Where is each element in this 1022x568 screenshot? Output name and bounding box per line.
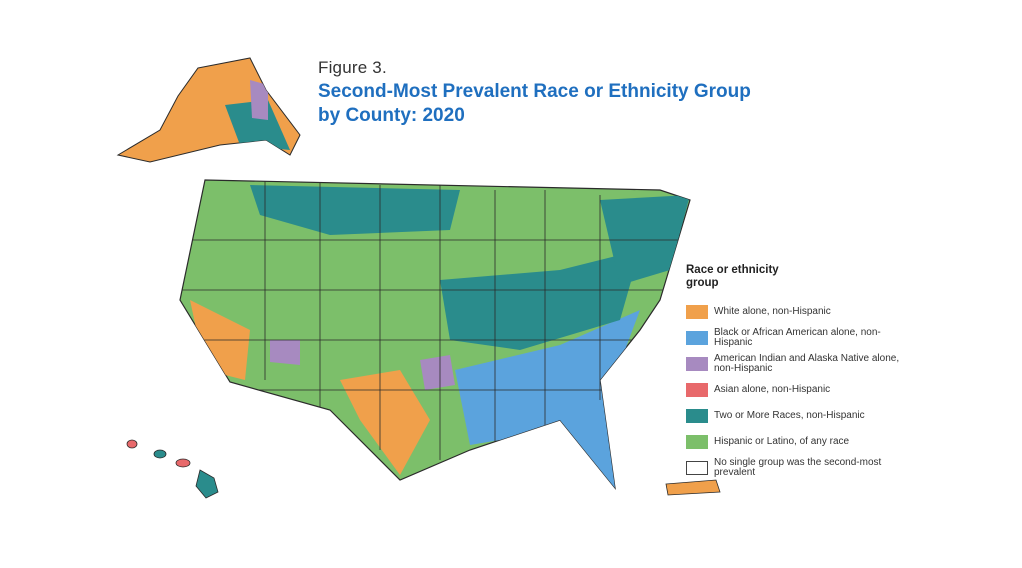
region-southeast-black: [455, 310, 640, 488]
legend-label-none: No single group was the second-most prev…: [714, 456, 882, 478]
legend-item-black: Black or African American alone, non-His…: [686, 326, 906, 348]
figure-title-line-2: by County: 2020: [318, 105, 465, 126]
hawaii-island-big-island: [195, 469, 219, 499]
legend-swatch-none: [686, 461, 708, 475]
legend: Race or ethnicity group White alone, non…: [686, 264, 906, 484]
legend-label-hispanic: Hispanic or Latino, of any race: [714, 435, 850, 447]
region-upper-plains-two-or-more: [250, 185, 460, 235]
legend-label-aian: American Indian and Alaska Native alone,…: [714, 352, 900, 374]
puerto-rico-base: [665, 479, 721, 496]
region-southwest-aian: [270, 340, 300, 365]
hawaii-island-maui: [175, 458, 191, 468]
legend-item-white: White alone, non-Hispanic: [686, 302, 906, 322]
legend-label-white: White alone, non-Hispanic: [714, 305, 831, 317]
region-oklahoma-aian: [420, 355, 455, 390]
legend-label-two: Two or More Races, non-Hispanic: [714, 409, 865, 421]
legend-swatch-hispanic: [686, 435, 708, 449]
legend-title-line-2: group: [686, 277, 719, 289]
figure-label: Figure 3.: [318, 58, 387, 77]
legend-title-line-1: Race or ethnicity: [686, 264, 779, 276]
figure-title: Second-Most Prevalent Race or Ethnicity …: [318, 80, 751, 128]
region-hawaii: [126, 439, 219, 499]
region-contiguous-us: [179, 179, 691, 491]
state-borders: [180, 180, 690, 460]
hawaii-island-kauai: [126, 439, 138, 449]
legend-swatch-asian: [686, 383, 708, 397]
region-texas-white: [340, 370, 430, 475]
region-alaska: [116, 57, 301, 163]
legend-items: White alone, non-Hispanic Black or Africa…: [686, 302, 906, 478]
region-puerto-rico: [665, 479, 721, 496]
legend-item-hispanic: Hispanic or Latino, of any race: [686, 432, 906, 452]
legend-swatch-white: [686, 305, 708, 319]
legend-label-black: Black or African American alone, non-His…: [714, 326, 881, 348]
legend-item-none: No single group was the second-most prev…: [686, 456, 906, 478]
alaska-two-or-more-area: [225, 100, 290, 150]
legend-item-aian: American Indian and Alaska Native alone,…: [686, 352, 906, 374]
alaska-aian-area: [250, 80, 268, 120]
legend-title: Race or ethnicity group: [686, 264, 906, 290]
legend-swatch-black: [686, 331, 708, 345]
legend-swatch-two: [686, 409, 708, 423]
legend-label-asian: Asian alone, non-Hispanic: [714, 383, 831, 395]
figure-title-line-1: Second-Most Prevalent Race or Ethnicity …: [318, 81, 751, 102]
region-midwest-two-or-more: [440, 250, 640, 350]
legend-item-asian: Asian alone, non-Hispanic: [686, 380, 906, 400]
legend-swatch-aian: [686, 357, 708, 371]
alaska-base: [116, 57, 301, 163]
legend-item-two: Two or More Races, non-Hispanic: [686, 406, 906, 426]
hawaii-island-oahu: [153, 449, 167, 459]
